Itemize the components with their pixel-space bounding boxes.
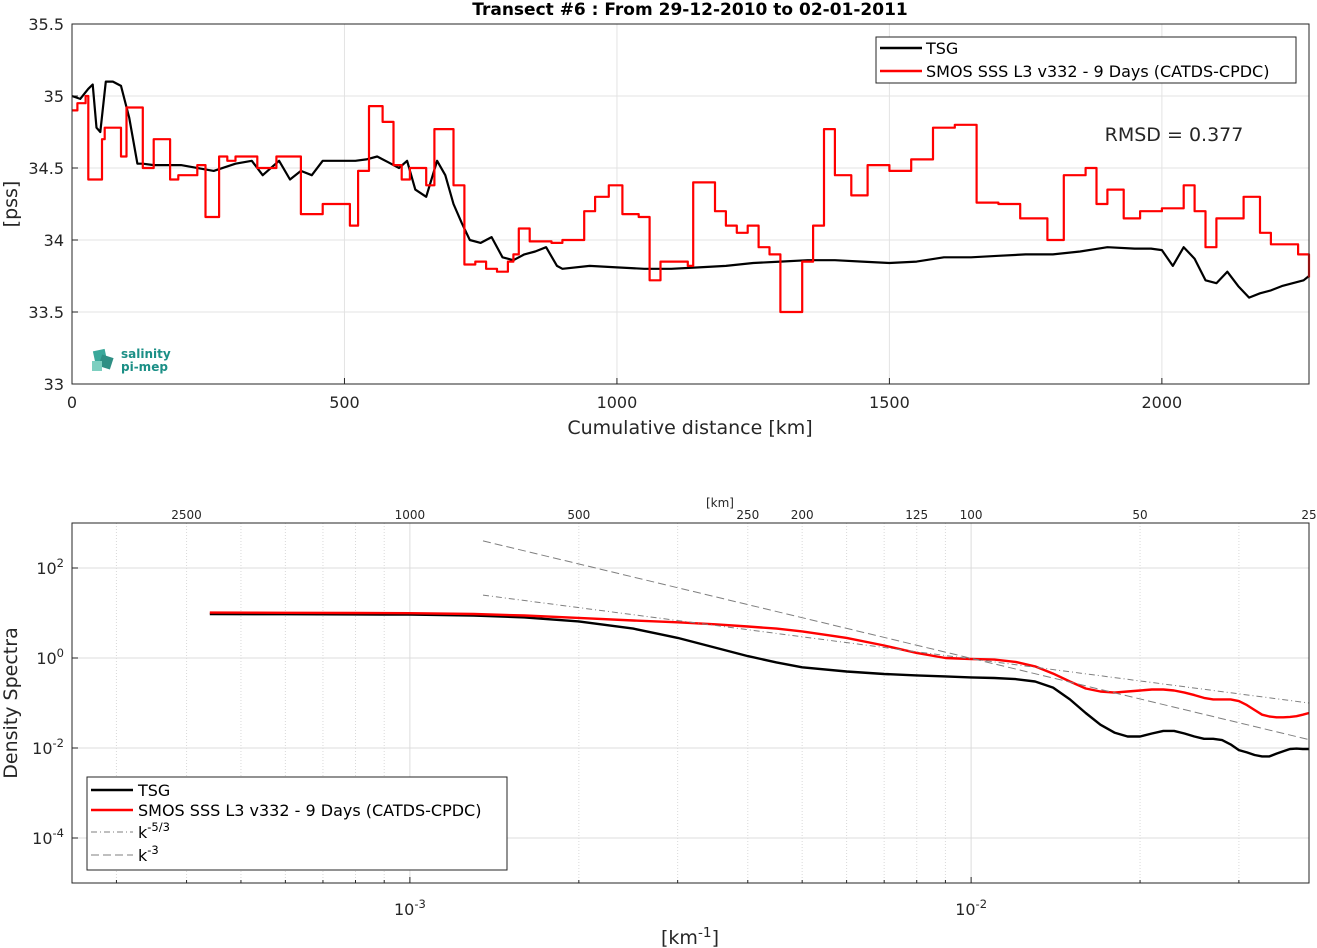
top-x-tick-label: 1500 [869, 393, 910, 412]
top-x-tick-label: 500 [329, 393, 360, 412]
top-y-axis-label: [pss] [0, 181, 22, 228]
top-y-tick-label: 33.5 [28, 303, 64, 322]
density-spectra-chart: 10-3 10-2 10-4 10-2 100 102 2500 1000 500 250 20… [0, 496, 1317, 948]
bottom-top-tick-label: 125 [905, 508, 928, 522]
bottom-top-tick-label: 1000 [395, 508, 426, 522]
logo-mark-3 [92, 361, 102, 371]
bottom-plot-border [71, 522, 1310, 884]
bottom-x-tick-label: 10-3 [394, 897, 426, 919]
top-plot-border [71, 23, 1310, 385]
bottom-legend-box [86, 776, 508, 871]
bottom-x-tick-labels: 10-3 10-2 [394, 897, 987, 919]
top-legend-label-smos: SMOS SSS L3 v332 - 9 Days (CATDS-CPDC) [926, 62, 1269, 81]
bottom-top-tick-label: 100 [960, 508, 983, 522]
bottom-top-tick-label: 50 [1132, 508, 1147, 522]
bottom-x-axis-label: [km-1] [661, 925, 719, 948]
top-y-tick-labels: 33 33.5 34 34.5 35 35.5 [28, 15, 64, 394]
bottom-y-tick-labels: 10-4 10-2 100 102 [32, 556, 64, 848]
top-y-tick-label: 35 [44, 87, 64, 106]
k3-reference-line [482, 540, 1310, 741]
bottom-series-group [209, 540, 1310, 758]
logo-mark-2 [98, 354, 114, 370]
bottom-legend-label-k3: k-3 [138, 843, 159, 865]
bottom-y-tick-label: 102 [36, 556, 64, 578]
top-x-tick-label: 2000 [1142, 393, 1183, 412]
bottom-y-tick-label: 100 [36, 646, 64, 668]
top-x-axis-label: Cumulative distance [km] [567, 417, 812, 439]
bottom-top-tick-label: 500 [567, 508, 590, 522]
top-y-tick-label: 34 [44, 231, 64, 250]
top-legend: TSG SMOS SSS L3 v332 - 9 Days (CATDS-CPD… [875, 36, 1297, 84]
top-legend-label-tsg: TSG [925, 39, 958, 58]
bottom-top-tick-label: 2500 [171, 508, 202, 522]
smos-spectrum-line [209, 611, 1310, 719]
logo-text-top: salinity [121, 347, 171, 361]
bottom-legend-label-smos: SMOS SSS L3 v332 - 9 Days (CATDS-CPDC) [138, 801, 481, 820]
top-y-tick-label: 33 [44, 375, 64, 394]
bottom-top-tick-label: 250 [736, 508, 759, 522]
bottom-top-km-tick-labels: 2500 1000 500 250 200 125 100 50 25 [171, 508, 1316, 522]
top-x-tick-label: 1000 [597, 393, 638, 412]
top-legend-box [875, 36, 1297, 84]
logo-text-bottom: pi-mep [121, 360, 168, 374]
rmsd-annotation: RMSD = 0.377 [1105, 124, 1244, 146]
bottom-top-tick-label: 25 [1301, 508, 1316, 522]
tsg-series-line [71, 80, 1310, 299]
bottom-legend-label-tsg: TSG [137, 781, 170, 800]
top-chart-title: Transect #6 : From 29-12-2010 to 02-01-2… [472, 0, 908, 20]
salinity-transect-chart: Transect #6 : From 29-12-2010 to 02-01-2… [0, 0, 1311, 439]
bottom-legend-label-k53: k-5/3 [138, 820, 170, 842]
bottom-y-axis-label: Density Spectra [0, 627, 22, 778]
bottom-y-tick-label: 10-2 [32, 736, 64, 758]
top-km-axis-label: [km] [706, 496, 734, 510]
bottom-y-tick-label: 10-4 [32, 826, 64, 848]
top-series-group [71, 80, 1311, 314]
top-x-tick-labels: 0 500 1000 1500 2000 [67, 393, 1182, 412]
top-y-tick-label: 34.5 [28, 159, 64, 178]
top-y-tick-label: 35.5 [28, 15, 64, 34]
salinity-pi-mep-logo: salinity pi-mep [92, 347, 171, 374]
bottom-top-tick-label: 200 [791, 508, 814, 522]
bottom-x-tick-label: 10-2 [955, 897, 987, 919]
smos-series-line [72, 94, 1311, 314]
top-x-tick-label: 0 [67, 393, 77, 412]
bottom-legend: TSG SMOS SSS L3 v332 - 9 Days (CATDS-CPD… [86, 776, 508, 871]
tsg-spectrum-line [209, 612, 1309, 758]
k53-reference-line [482, 594, 1310, 704]
